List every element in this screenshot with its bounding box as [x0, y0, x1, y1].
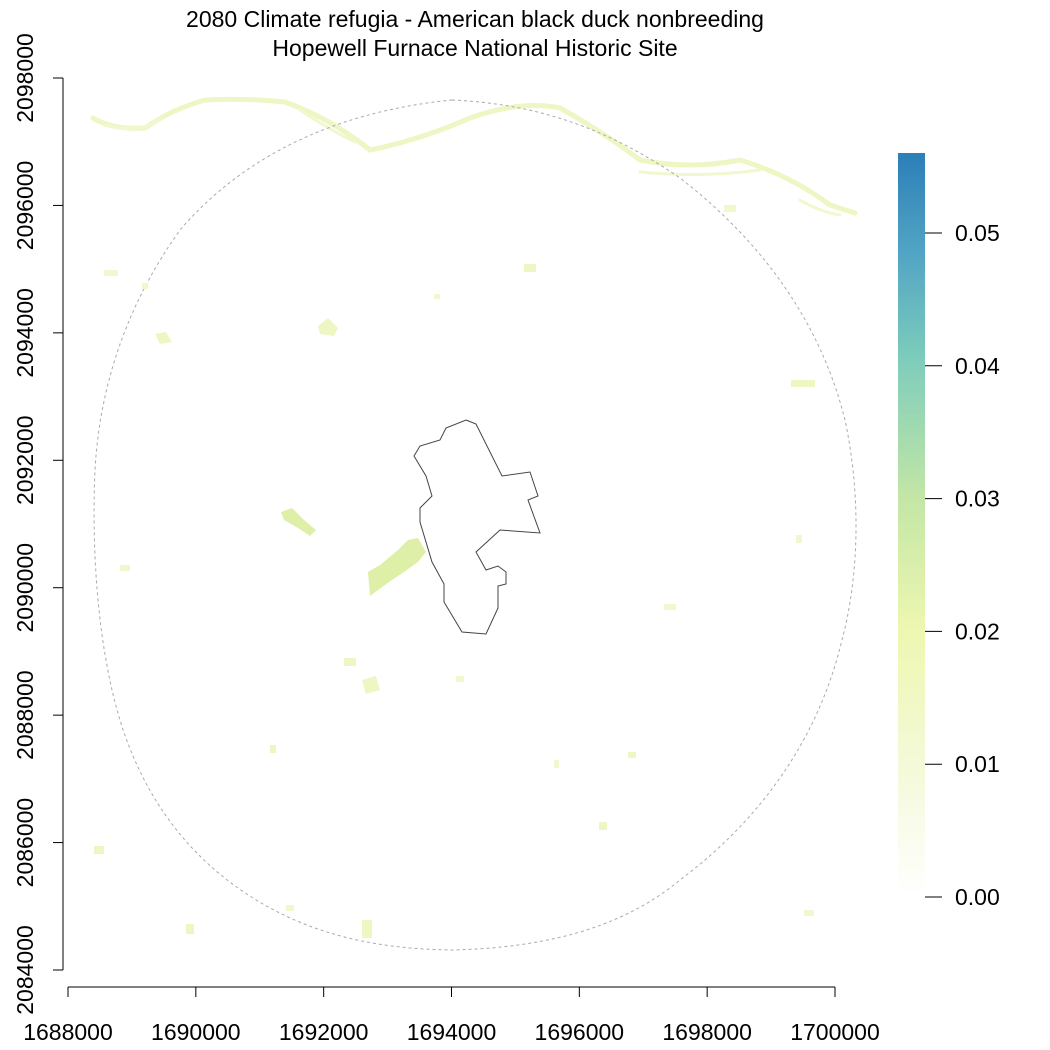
refugia-patch [281, 508, 316, 536]
refugia-patch [318, 318, 338, 336]
y-tick-label: 2096000 [12, 161, 38, 251]
refugia-patch [362, 676, 380, 694]
refugia-patch [186, 924, 194, 934]
legend-gradient [898, 153, 925, 898]
y-tick-label: 2094000 [12, 288, 38, 378]
y-tick-label: 2088000 [12, 670, 38, 760]
legend-tick-label: 0.03 [955, 486, 1000, 512]
refugia-patch [155, 332, 172, 344]
legend-tick-label: 0.05 [955, 220, 1000, 246]
refugia-patch [804, 910, 814, 916]
refugia-patch [628, 752, 636, 758]
river-channel [90, 96, 858, 216]
map-title: 2080 Climate refugia - American black du… [186, 6, 764, 32]
refugia-patch [120, 565, 130, 571]
y-tick-label: 2086000 [12, 798, 38, 888]
refugia-patch [664, 604, 676, 610]
legend-tick-label: 0.00 [955, 884, 1000, 910]
y-tick-label: 2090000 [12, 543, 38, 633]
legend-colorbar: 0.00 0.01 0.02 0.03 0.04 0.05 [898, 153, 1000, 910]
x-axis: 1688000 1690000 1692000 1694000 1696000 16980… [23, 986, 880, 1045]
refugia-patch [286, 905, 294, 911]
refugia-patch [599, 822, 607, 830]
refugia-patch [94, 846, 104, 854]
x-tick-label: 1692000 [279, 1019, 369, 1045]
y-tick-label: 2084000 [12, 925, 38, 1015]
x-tick-label: 1700000 [790, 1019, 880, 1045]
x-tick-label: 1698000 [662, 1019, 752, 1045]
refugia-patch [104, 270, 118, 276]
x-tick-label: 1690000 [151, 1019, 241, 1045]
refugia-patch [524, 264, 536, 272]
refugia-patch [362, 920, 372, 938]
map-subtitle: Hopewell Furnace National Historic Site [272, 35, 677, 61]
refugia-patch [270, 745, 276, 753]
refugia-patch [142, 283, 148, 289]
y-tick-label: 2098000 [12, 33, 38, 123]
x-tick-label: 1694000 [407, 1019, 497, 1045]
x-tick-label: 1688000 [23, 1019, 113, 1045]
buffer-boundary [93, 99, 857, 951]
refugia-patch [796, 535, 802, 543]
x-tick-label: 1696000 [535, 1019, 625, 1045]
refugia-patch [344, 658, 356, 666]
legend-tick-label: 0.01 [955, 751, 1000, 777]
refugia-patch [791, 380, 815, 387]
map-layer [90, 96, 858, 951]
park-boundary [413, 419, 541, 635]
refugia-patch [554, 760, 559, 768]
refugia-patch [434, 294, 440, 299]
y-axis: 2084000 2086000 2088000 2090000 2092000 20940… [12, 33, 64, 1015]
refugia-patch-large [368, 538, 426, 596]
legend-tick-label: 0.02 [955, 618, 1000, 644]
legend-tick-label: 0.04 [955, 353, 1000, 379]
y-tick-label: 2092000 [12, 416, 38, 506]
refugia-patch [456, 676, 464, 682]
refugia-patch [724, 205, 736, 212]
